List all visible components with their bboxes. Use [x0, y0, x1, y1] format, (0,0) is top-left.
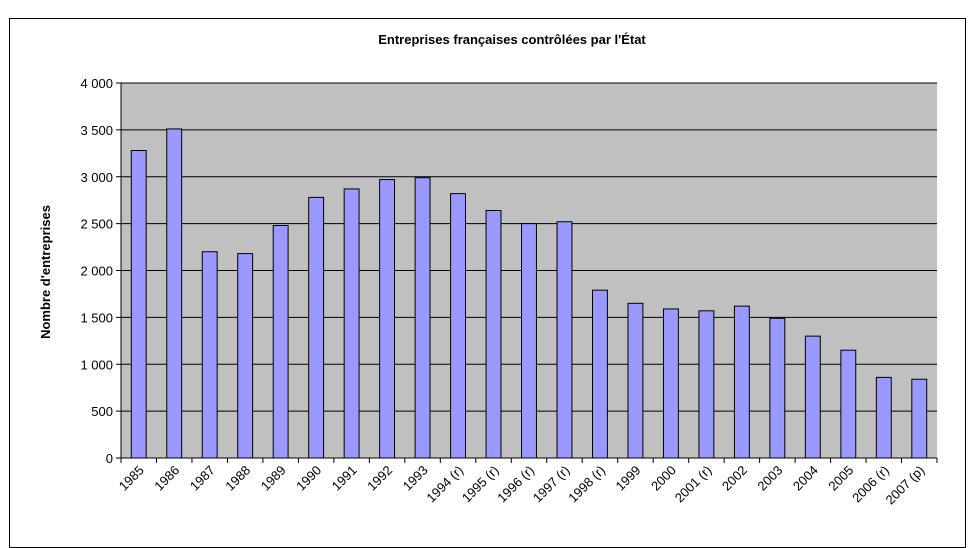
bar — [521, 223, 537, 459]
bar — [911, 378, 928, 459]
y-tick-label: 3 500 — [80, 123, 113, 138]
y-axis-label: Nombre d'entreprises — [38, 205, 53, 339]
x-tick-label: 2000 — [648, 463, 679, 494]
x-tick-label: 1987 — [187, 463, 218, 494]
y-tick-label: 500 — [91, 404, 113, 419]
x-tick-label: 2002 — [719, 463, 750, 494]
bar — [414, 177, 431, 459]
x-tick-label: 1994 (r) — [423, 463, 466, 506]
bar — [130, 150, 147, 459]
x-tick-label: 1996 (r) — [494, 463, 537, 506]
bar — [485, 210, 502, 459]
bar — [875, 376, 892, 459]
plot-area: 0 500 1 000 1 500 2 000 2 500 3 000 3 500 4 000 1… — [80, 76, 938, 508]
chart-svg: Entreprises françaises contrôlées par l'… — [38, 32, 938, 508]
bar — [308, 196, 325, 459]
x-tick-label: 2003 — [754, 463, 785, 494]
bar — [343, 188, 360, 459]
bar — [201, 251, 218, 459]
y-tick-label: 0 — [106, 451, 113, 466]
x-tick-label: 1985 — [116, 463, 147, 494]
bar — [840, 349, 857, 459]
x-tick-label: 1988 — [222, 463, 253, 494]
x-tick-label: 2007 (p) — [883, 463, 928, 508]
y-tick-label: 1 500 — [80, 310, 113, 325]
bar — [769, 317, 786, 459]
bar — [627, 302, 644, 459]
x-tick-label: 1997 (r) — [530, 463, 573, 506]
x-tick-label: 1989 — [258, 463, 289, 494]
x-tick-label: 1991 — [329, 463, 360, 494]
x-tick-label: 1986 — [151, 463, 182, 494]
y-tick-label: 4 000 — [80, 76, 113, 91]
bar — [166, 128, 183, 459]
bar — [237, 253, 254, 459]
bar — [272, 225, 289, 459]
bar — [733, 305, 750, 459]
bar — [450, 193, 466, 459]
x-tick-label: 1999 — [612, 463, 643, 494]
y-tick-label: 1 000 — [80, 357, 113, 372]
x-tick-label: 2005 — [825, 463, 856, 494]
x-tick-label: 2004 — [790, 463, 821, 494]
y-tick-label: 2 000 — [80, 264, 113, 279]
x-tick-label: 1992 — [364, 463, 395, 494]
bar — [556, 221, 573, 459]
bar — [379, 179, 396, 459]
bar — [698, 310, 715, 459]
y-tick-label: 3 000 — [80, 170, 113, 185]
x-tick-label: 1995 (r) — [459, 463, 502, 506]
bar — [804, 335, 821, 459]
chart-title: Entreprises françaises contrôlées par l'… — [378, 32, 646, 47]
x-tick-label: 1990 — [293, 463, 324, 494]
bar — [662, 308, 679, 459]
y-tick-label: 2 500 — [80, 217, 113, 232]
bar — [592, 289, 608, 459]
x-tick-label: 1998 (r) — [565, 463, 608, 506]
x-tick-label: 2001 (r) — [672, 463, 715, 506]
x-tick-label: 1993 — [400, 463, 431, 494]
